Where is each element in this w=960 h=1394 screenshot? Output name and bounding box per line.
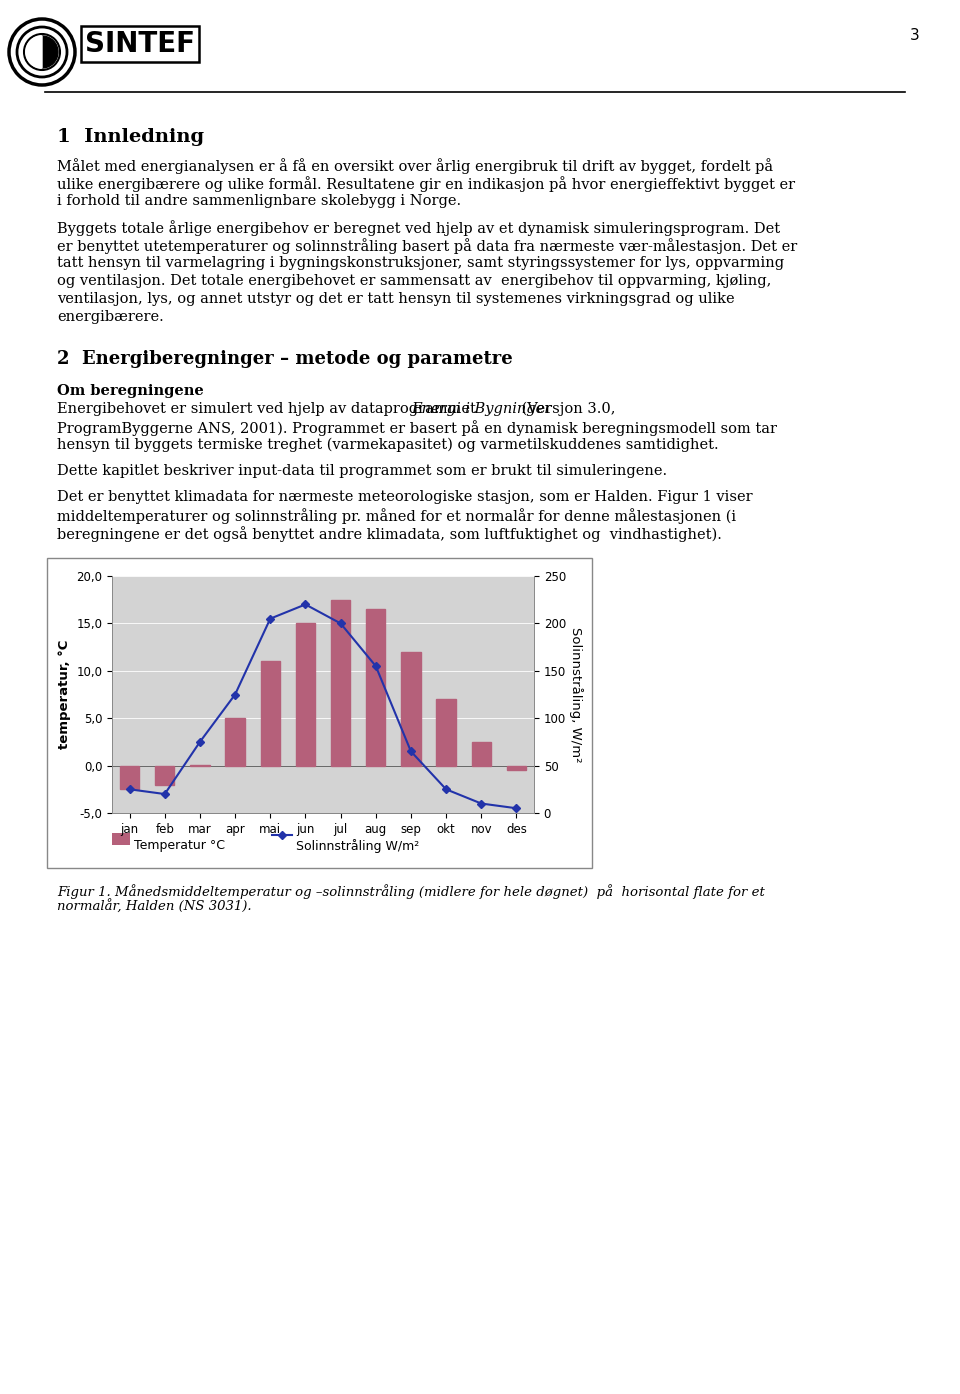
Text: hensyn til byggets termiske treghet (varmekapasitet) og varmetilskuddenes samtid: hensyn til byggets termiske treghet (var… bbox=[57, 438, 719, 453]
Bar bbox=[507, 765, 526, 771]
Bar bbox=[471, 742, 491, 765]
Bar bbox=[156, 765, 175, 785]
Text: beregningene er det også benyttet andre klimadata, som luftfuktighet og  vindhas: beregningene er det også benyttet andre … bbox=[57, 526, 722, 542]
Text: ProgramByggerne ANS, 2001). Programmet er basert på en dynamisk beregningsmodell: ProgramByggerne ANS, 2001). Programmet e… bbox=[57, 420, 777, 436]
Bar bbox=[226, 718, 245, 765]
Text: energibærere.: energibærere. bbox=[57, 309, 164, 323]
Text: 3: 3 bbox=[910, 28, 920, 43]
Text: 1  Innledning: 1 Innledning bbox=[57, 128, 204, 146]
Bar bbox=[296, 623, 315, 765]
Text: Figur 1. Månedsmiddeltemperatur og –solinnstråling (midlere for hele døgnet)  på: Figur 1. Månedsmiddeltemperatur og –soli… bbox=[57, 884, 765, 899]
Bar bbox=[401, 652, 420, 765]
Bar bbox=[120, 765, 139, 789]
Bar bbox=[47, 558, 592, 868]
Text: og ventilasjon. Det totale energibehovet er sammensatt av  energibehov til oppva: og ventilasjon. Det totale energibehovet… bbox=[57, 275, 772, 289]
Text: Byggets totale årlige energibehov er beregnet ved hjelp av et dynamisk simulerin: Byggets totale årlige energibehov er ber… bbox=[57, 220, 780, 236]
Text: 2  Energiberegninger – metode og parametre: 2 Energiberegninger – metode og parametr… bbox=[57, 350, 513, 368]
Text: ulike energibærere og ulike formål. Resultatene gir en indikasjon på hvor energi: ulike energibærere og ulike formål. Resu… bbox=[57, 176, 795, 192]
Text: er benyttet utetemperaturer og solinnstråling basert på data fra nærmeste vær-må: er benyttet utetemperaturer og solinnstr… bbox=[57, 238, 797, 254]
Text: Målet med energianalysen er å få en oversikt over årlig energibruk til drift av : Målet med energianalysen er å få en over… bbox=[57, 158, 773, 174]
Text: i forhold til andre sammenlignbare skolebygg i Norge.: i forhold til andre sammenlignbare skole… bbox=[57, 194, 461, 208]
Text: Energi i Bygninger: Energi i Bygninger bbox=[411, 401, 551, 415]
Bar bbox=[331, 599, 350, 765]
Text: tatt hensyn til varmelagring i bygningskonstruksjoner, samt styringssystemer for: tatt hensyn til varmelagring i bygningsk… bbox=[57, 256, 784, 270]
Wedge shape bbox=[42, 36, 58, 68]
Text: Om beregningene: Om beregningene bbox=[57, 383, 204, 399]
Y-axis label: Solinnstråling, W/m²: Solinnstråling, W/m² bbox=[568, 627, 583, 763]
Text: middeltemperaturer og solinnstråling pr. måned for et normalår for denne målesta: middeltemperaturer og solinnstråling pr.… bbox=[57, 507, 736, 524]
Text: Dette kapitlet beskriver input-data til programmet som er brukt til simuleringen: Dette kapitlet beskriver input-data til … bbox=[57, 464, 667, 478]
Text: Solinnstråling W/m²: Solinnstråling W/m² bbox=[296, 839, 420, 853]
Y-axis label: temperatur, °C: temperatur, °C bbox=[58, 640, 71, 749]
Bar bbox=[437, 700, 456, 765]
Text: normalår, Halden (NS 3031).: normalår, Halden (NS 3031). bbox=[57, 901, 252, 914]
Text: Energibehovet er simulert ved hjelp av dataprogrammet: Energibehovet er simulert ved hjelp av d… bbox=[57, 401, 481, 415]
Bar bbox=[112, 834, 130, 845]
Wedge shape bbox=[26, 36, 42, 68]
Text: SINTEF: SINTEF bbox=[85, 31, 195, 59]
Bar bbox=[260, 661, 280, 765]
Bar bbox=[366, 609, 385, 765]
Text: Temperatur °C: Temperatur °C bbox=[134, 839, 225, 852]
Text: Det er benyttet klimadata for nærmeste meteorologiske stasjon, som er Halden. Fi: Det er benyttet klimadata for nærmeste m… bbox=[57, 491, 753, 505]
Text: ventilasjon, lys, og annet utstyr og det er tatt hensyn til systemenes virknings: ventilasjon, lys, og annet utstyr og det… bbox=[57, 291, 734, 307]
Text: (Versjon 3.0,: (Versjon 3.0, bbox=[517, 401, 615, 417]
